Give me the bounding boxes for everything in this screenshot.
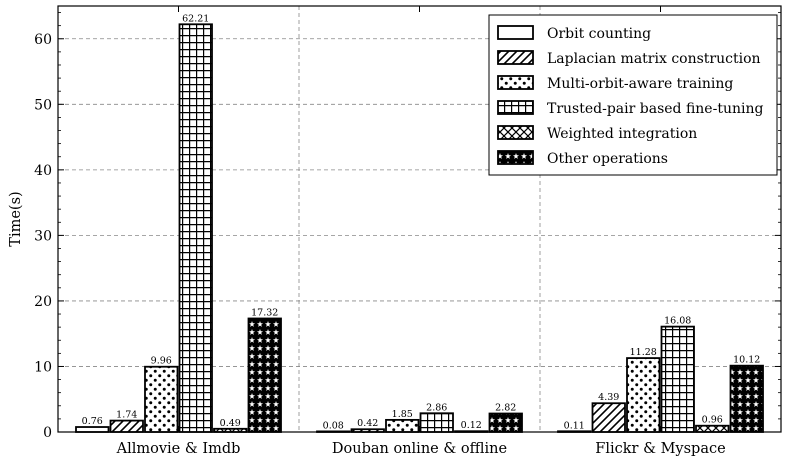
y-tick-label: 50 bbox=[34, 97, 52, 113]
data-label: 0.42 bbox=[357, 418, 378, 429]
data-label: 62.21 bbox=[182, 13, 209, 24]
data-label: 1.74 bbox=[116, 410, 137, 421]
data-labels: 0.76 0.08 0.11 1.74 0.42 4.39 9.96 1.85 11.28 62.… bbox=[82, 13, 761, 431]
bar bbox=[247, 317, 282, 433]
y-tick-label: 40 bbox=[34, 163, 52, 179]
legend-box bbox=[488, 14, 778, 176]
legend-entry: Multi-orbit-aware training bbox=[547, 76, 733, 92]
bar bbox=[626, 357, 661, 433]
data-label: 9.96 bbox=[151, 356, 172, 367]
y-axis-title: Time(s) bbox=[8, 191, 24, 246]
legend-swatch bbox=[497, 50, 534, 65]
data-label: 4.39 bbox=[598, 392, 619, 403]
data-label: 0.12 bbox=[461, 420, 482, 431]
x-tick-label: Douban online & offline bbox=[332, 441, 507, 457]
bar bbox=[695, 424, 730, 433]
legend-swatch bbox=[497, 75, 534, 90]
bar bbox=[419, 412, 454, 433]
data-label: 2.86 bbox=[426, 402, 447, 413]
legend-entry: Orbit counting bbox=[547, 26, 651, 42]
legend-swatch bbox=[497, 25, 534, 40]
bar bbox=[178, 23, 213, 433]
data-label: 2.82 bbox=[495, 403, 516, 414]
data-label: 16.08 bbox=[664, 316, 691, 327]
bar bbox=[591, 402, 626, 433]
data-label: 0.11 bbox=[564, 420, 585, 431]
x-tick-label: Flickr & Myspace bbox=[595, 441, 725, 457]
bars bbox=[75, 23, 764, 433]
legend: Orbit counting Laplacian matrix construct… bbox=[488, 14, 778, 176]
data-label: 0.96 bbox=[702, 415, 723, 426]
y-tick-label: 20 bbox=[34, 294, 52, 310]
x-tick-label: Allmovie & Imdb bbox=[116, 441, 241, 457]
bar bbox=[488, 412, 523, 433]
y-tick-label: 0 bbox=[43, 425, 52, 441]
legend-swatch bbox=[497, 100, 534, 115]
data-label: 10.12 bbox=[733, 355, 760, 366]
data-label: 0.08 bbox=[323, 420, 344, 431]
bar bbox=[660, 325, 695, 433]
data-label: 17.32 bbox=[251, 307, 278, 318]
bar bbox=[144, 365, 179, 433]
bar bbox=[75, 426, 110, 433]
bar bbox=[729, 364, 764, 433]
legend-entry: Trusted-pair based fine-tuning bbox=[547, 101, 763, 117]
data-label: 1.85 bbox=[392, 409, 413, 420]
data-label: 0.49 bbox=[220, 418, 241, 429]
bar bbox=[109, 419, 144, 433]
axis-ticks: 0 10 20 30 40 50 60 Allmovie & Imdb Douban onlin… bbox=[34, 6, 781, 457]
legend-entry: Other operations bbox=[547, 151, 668, 167]
y-tick-label: 30 bbox=[34, 228, 52, 244]
data-label: 11.28 bbox=[630, 347, 657, 358]
legend-entry: Laplacian matrix construction bbox=[547, 51, 761, 67]
data-label: 0.76 bbox=[82, 416, 103, 427]
y-tick-label: 10 bbox=[34, 359, 52, 375]
bar bbox=[385, 418, 420, 433]
y-tick-label: 60 bbox=[34, 32, 52, 48]
legend-swatch bbox=[497, 125, 534, 140]
legend-entry: Weighted integration bbox=[547, 126, 697, 142]
legend-swatch bbox=[497, 150, 534, 165]
